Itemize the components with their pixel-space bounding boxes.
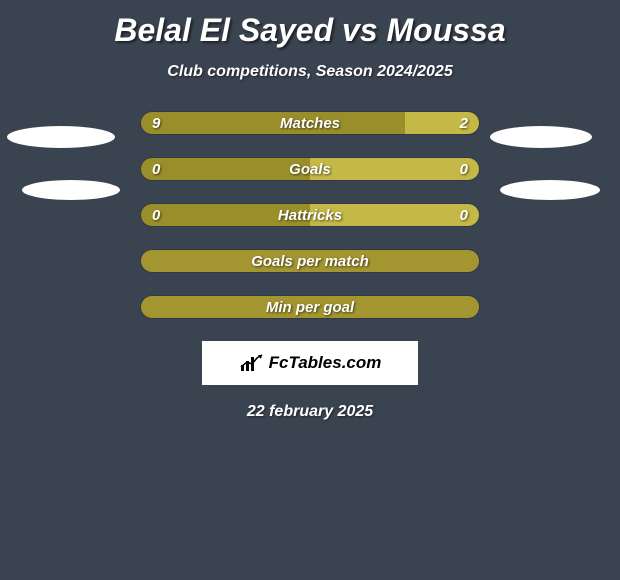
- bar-track: [140, 157, 480, 181]
- avatar-placeholder: [22, 180, 120, 200]
- stat-row: 00Goals: [140, 157, 480, 181]
- stat-row: 92Matches: [140, 111, 480, 135]
- stat-value-left: 9: [152, 111, 160, 135]
- avatar-placeholder: [500, 180, 600, 200]
- attribution-logo: FcTables.com: [202, 341, 418, 385]
- stat-value-right: 0: [460, 157, 468, 181]
- stat-row: Min per goal: [140, 295, 480, 319]
- avatar-placeholder: [7, 126, 115, 148]
- bar-track: [140, 203, 480, 227]
- stat-row: 00Hattricks: [140, 203, 480, 227]
- bar-right: [310, 204, 479, 226]
- chart-icon: [239, 353, 265, 373]
- page-subtitle: Club competitions, Season 2024/2025: [0, 63, 620, 81]
- bar-left: [141, 204, 310, 226]
- date-label: 22 february 2025: [0, 403, 620, 421]
- stat-value-right: 2: [460, 111, 468, 135]
- page-title: Belal El Sayed vs Moussa: [0, 0, 620, 49]
- bar-left: [141, 112, 405, 134]
- stat-row: Goals per match: [140, 249, 480, 273]
- avatar-placeholder: [490, 126, 592, 148]
- stat-value-left: 0: [152, 157, 160, 181]
- logo-text: FcTables.com: [269, 353, 382, 373]
- bar-right: [310, 158, 479, 180]
- bar-track: [140, 111, 480, 135]
- stat-value-left: 0: [152, 203, 160, 227]
- bar-left: [141, 250, 479, 272]
- bar-track: [140, 249, 480, 273]
- bar-left: [141, 296, 479, 318]
- stat-value-right: 0: [460, 203, 468, 227]
- bar-left: [141, 158, 310, 180]
- bar-track: [140, 295, 480, 319]
